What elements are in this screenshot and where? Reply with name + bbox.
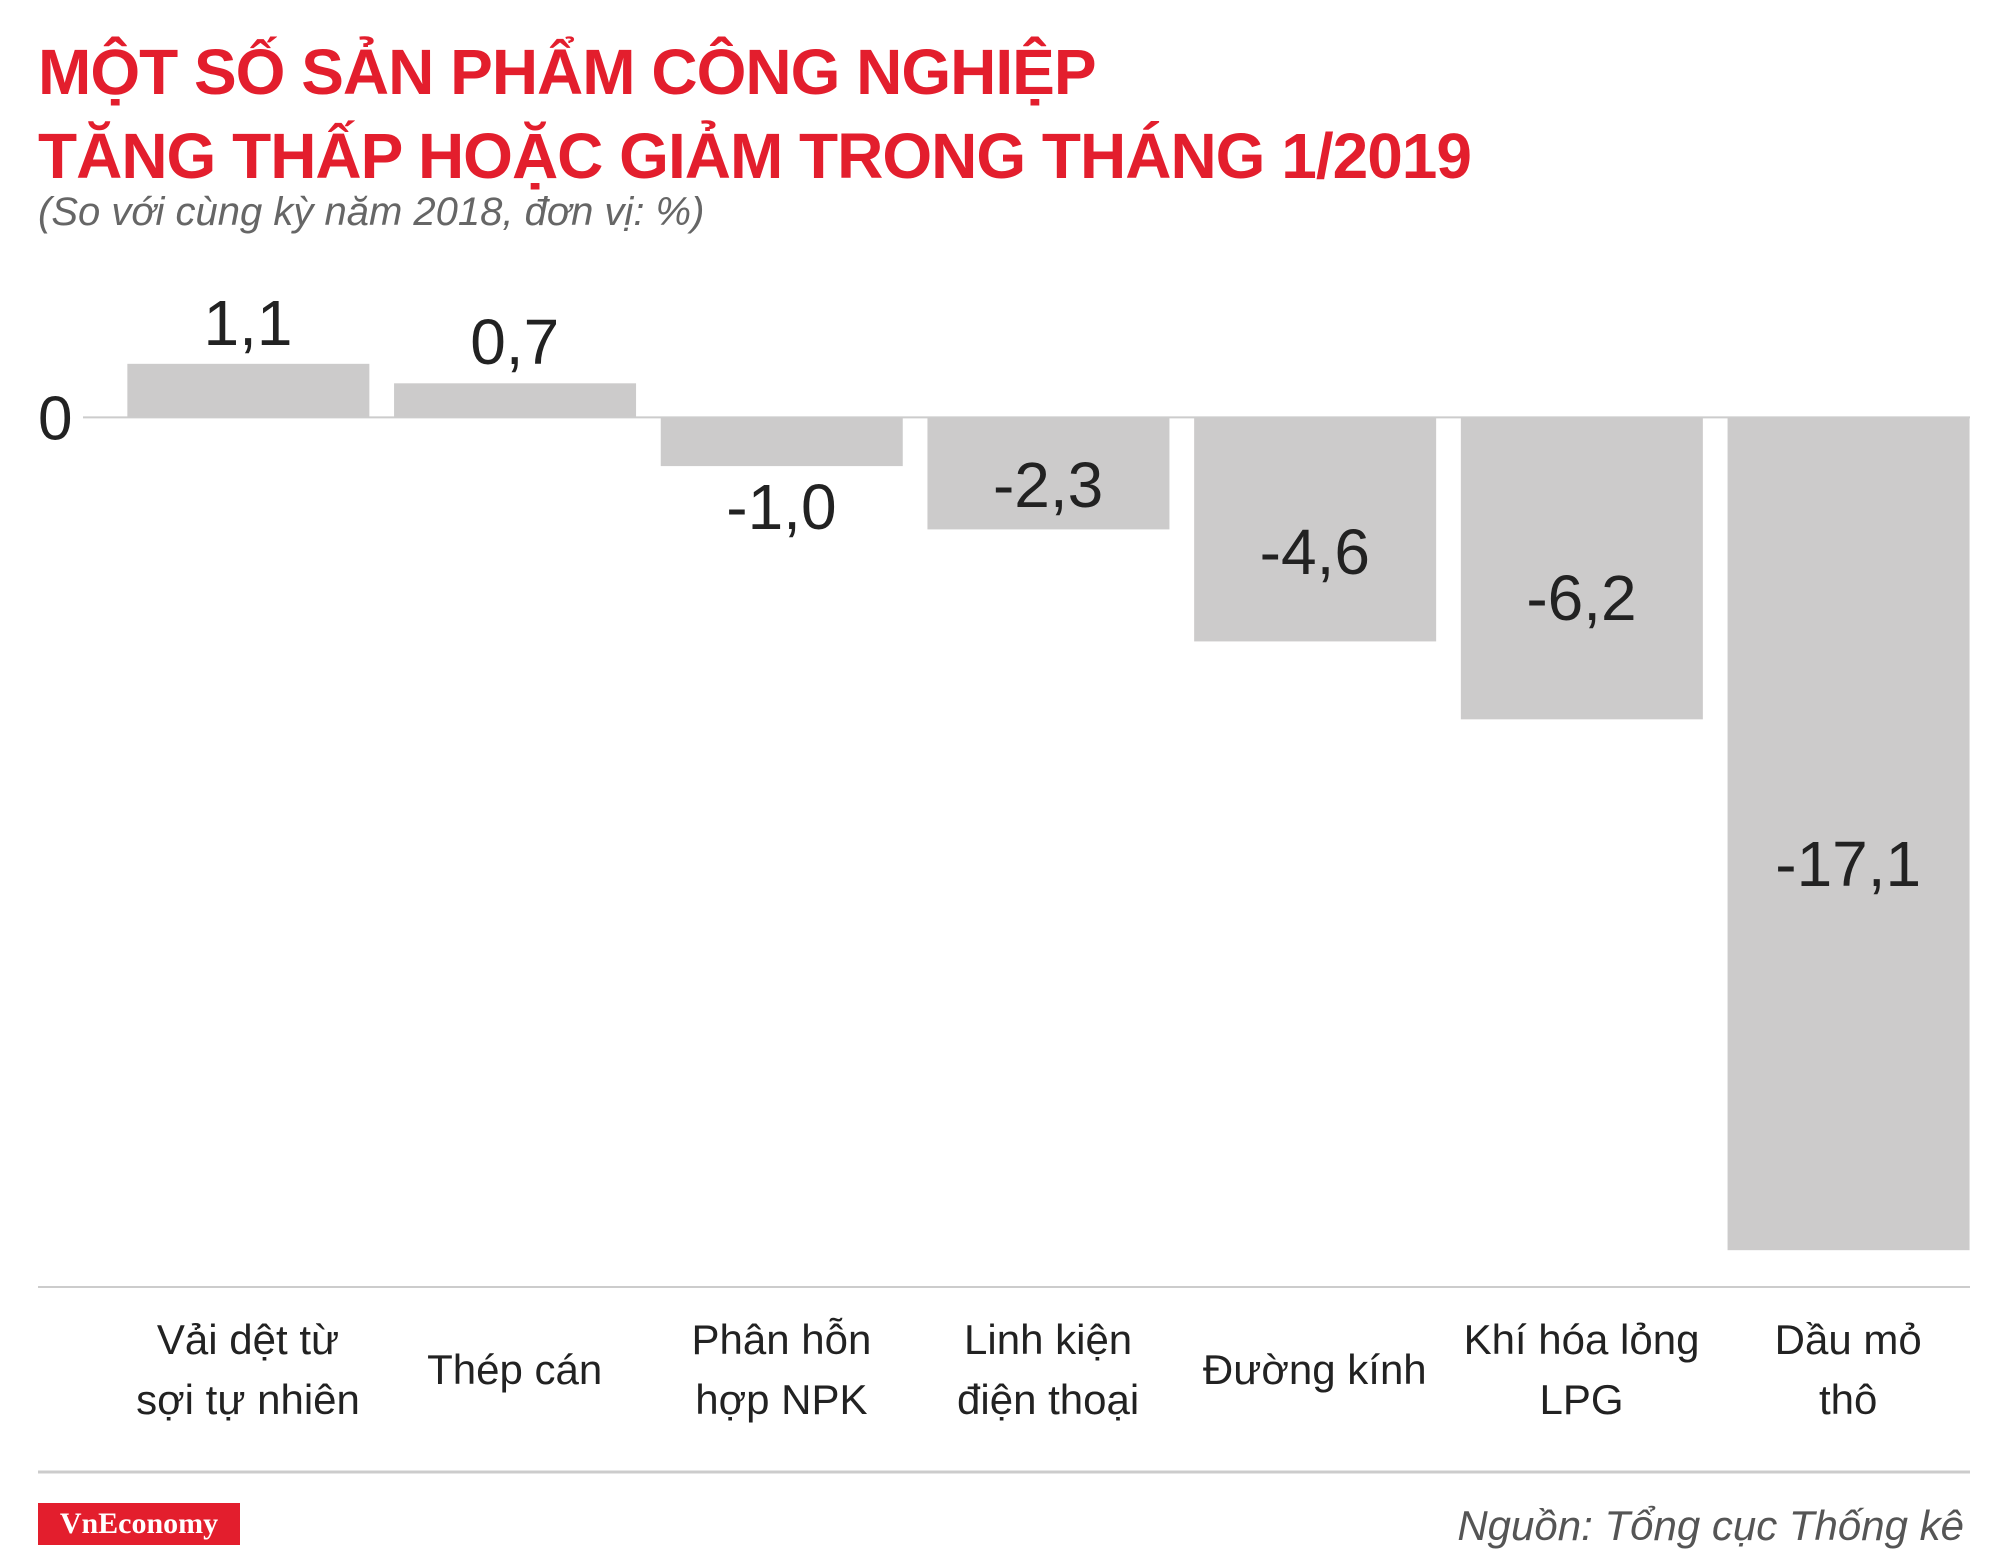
value-label: 0,7 [470, 306, 560, 379]
value-label: -2,3 [992, 448, 1104, 521]
bar [1727, 417, 1970, 1251]
chart-subtitle: (So với cùng kỳ năm 2018, đơn vị: %) [38, 190, 705, 234]
logo: VnEconomy [38, 1503, 240, 1545]
value-label: 1,1 [203, 286, 293, 359]
x-tick-label: Linh kiện điện thoại [957, 1316, 1140, 1423]
x-tick-label: Thép cán [427, 1346, 603, 1393]
bar [1460, 417, 1703, 720]
x-tick-label: Dầu mỏ thô [1774, 1316, 1922, 1423]
bar [927, 417, 1170, 530]
value-label: -4,6 [1259, 515, 1370, 588]
value-label: -1,0 [726, 471, 837, 544]
source: Nguồn: Tổng cục Thống kê [1457, 1502, 1964, 1549]
bar [127, 363, 370, 418]
value-label: -6,2 [1526, 562, 1637, 635]
bar [660, 417, 903, 467]
x-tick-label: Đường kính [1202, 1346, 1427, 1393]
bar [394, 383, 637, 418]
chart-title: MỘT SỐ SẢN PHẨM CÔNG NGHIỆP TĂNG THẤP HO… [38, 36, 1472, 192]
y-tick-label: 0 [38, 384, 72, 453]
x-tick-label: Khí hóa lỏng LPG [1463, 1316, 1700, 1423]
x-tick-label: Phân hỗn hợp NPK [691, 1316, 872, 1423]
value-label: -17,1 [1775, 827, 1922, 900]
bar [1194, 417, 1437, 642]
x-tick-label: Vải dệt từ sợi tự nhiên [136, 1316, 360, 1423]
